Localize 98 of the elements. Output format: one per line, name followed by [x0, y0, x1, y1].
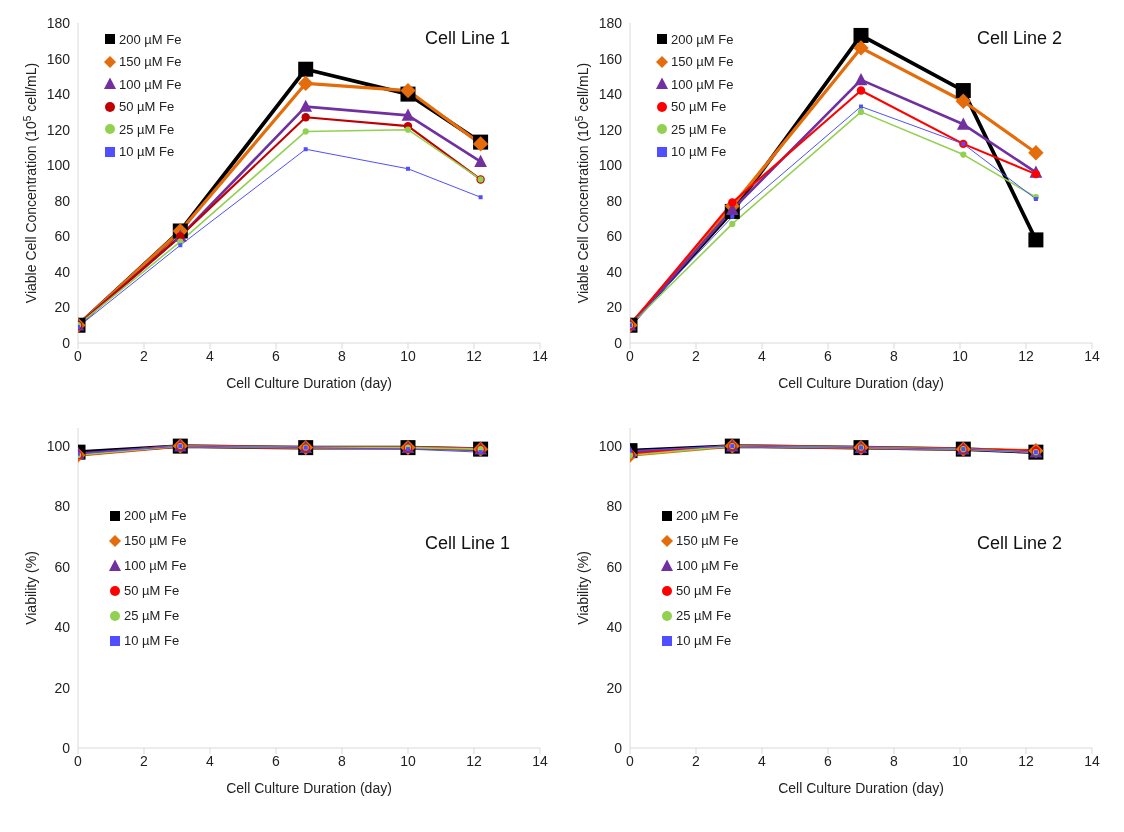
y-axis-title: Viability (%)	[575, 551, 591, 625]
x-tick-label: 8	[338, 347, 347, 364]
legend-label: 100 µM Fe	[671, 76, 734, 92]
legend-label: 100 µM Fe	[676, 558, 739, 573]
legend-label: 200 µM Fe	[676, 508, 739, 523]
x-tick-label: 4	[758, 752, 767, 769]
y-tick-label: 0	[614, 739, 623, 756]
legend-label: 150 µM Fe	[119, 54, 182, 70]
legend-label: 25 µM Fe	[671, 121, 727, 137]
x-tick-label: 12	[1018, 752, 1034, 769]
x-tick-label: 10	[400, 752, 416, 769]
y-tick-label: 100	[46, 157, 71, 174]
legend-label: 200 µM Fe	[671, 31, 734, 47]
y-tick-label: 60	[606, 558, 623, 575]
x-tick-label: 6	[824, 347, 833, 364]
y-tick-label: 140	[46, 86, 71, 103]
y-tick-label: 40	[54, 619, 71, 636]
x-tick-label: 10	[952, 752, 968, 769]
x-tick-label: 6	[272, 347, 281, 364]
y-axis-title: Viability (%)	[23, 551, 39, 625]
legend-label: 200 µM Fe	[124, 508, 187, 523]
x-tick-label: 12	[1018, 347, 1034, 364]
x-tick-label: 0	[74, 347, 83, 364]
y-tick-label: 100	[598, 157, 623, 174]
legend-label: 100 µM Fe	[124, 558, 187, 573]
annotation: Cell Line 2	[976, 533, 1062, 554]
legend-label: 150 µM Fe	[124, 533, 187, 548]
x-axis-title: Cell Culture Duration (day)	[226, 375, 392, 391]
x-tick-label: 4	[206, 752, 215, 769]
x-tick-label: 2	[692, 347, 701, 364]
y-tick-label: 60	[606, 228, 623, 245]
x-tick-label: 0	[626, 752, 635, 769]
y-tick-label: 0	[62, 334, 71, 351]
x-tick-label: 12	[466, 752, 482, 769]
x-tick-label: 10	[952, 347, 968, 364]
y-tick-label: 120	[46, 121, 71, 138]
x-tick-label: 0	[74, 752, 83, 769]
x-tick-label: 8	[890, 752, 899, 769]
legend-label: 25 µM Fe	[676, 608, 732, 623]
y-tick-label: 160	[46, 50, 71, 67]
y-tick-label: 20	[606, 679, 623, 696]
y-tick-label: 80	[54, 192, 71, 209]
y-tick-label: 180	[46, 14, 71, 31]
legend-label: 10 µM Fe	[671, 144, 727, 160]
y-tick-label: 120	[598, 121, 623, 138]
legend-label: 200 µM Fe	[119, 31, 182, 47]
x-tick-label: 4	[758, 347, 767, 364]
x-tick-label: 6	[824, 752, 833, 769]
legend-label: 25 µM Fe	[124, 608, 180, 623]
y-tick-label: 40	[606, 619, 623, 636]
y-tick-label: 40	[54, 263, 71, 280]
y-tick-label: 160	[598, 50, 623, 67]
x-axis-title: Cell Culture Duration (day)	[778, 375, 944, 391]
y-tick-label: 140	[598, 86, 623, 103]
x-tick-label: 14	[532, 347, 548, 364]
x-tick-label: 14	[1084, 347, 1100, 364]
legend-label: 150 µM Fe	[671, 54, 734, 70]
y-tick-label: 80	[54, 498, 71, 515]
legend-label: 50 µM Fe	[119, 99, 175, 115]
annotation: Cell Line 2	[976, 28, 1062, 49]
y-tick-label: 180	[598, 14, 623, 31]
x-tick-label: 8	[338, 752, 347, 769]
x-tick-label: 8	[890, 347, 899, 364]
legend-label: 100 µM Fe	[119, 76, 182, 92]
x-tick-label: 2	[140, 752, 149, 769]
x-tick-label: 2	[140, 347, 149, 364]
y-tick-label: 60	[54, 228, 71, 245]
x-tick-label: 6	[272, 752, 281, 769]
x-tick-label: 12	[466, 347, 482, 364]
y-tick-label: 0	[614, 334, 623, 351]
y-tick-label: 20	[54, 679, 71, 696]
annotation: Cell Line 1	[424, 28, 510, 49]
annotation: Cell Line 1	[424, 533, 510, 554]
y-tick-label: 80	[606, 498, 623, 515]
x-tick-label: 2	[692, 752, 701, 769]
x-tick-label: 0	[626, 347, 635, 364]
x-axis-title: Cell Culture Duration (day)	[778, 780, 944, 796]
legend-label: 50 µM Fe	[676, 583, 732, 598]
y-tick-label: 40	[606, 263, 623, 280]
y-tick-label: 60	[54, 558, 71, 575]
x-tick-label: 10	[400, 347, 416, 364]
y-tick-label: 80	[606, 192, 623, 209]
legend-label: 50 µM Fe	[671, 99, 727, 115]
legend-label: 25 µM Fe	[119, 121, 175, 137]
legend-label: 150 µM Fe	[676, 533, 739, 548]
x-tick-label: 14	[532, 752, 548, 769]
y-tick-label: 0	[62, 739, 71, 756]
x-tick-label: 4	[206, 347, 215, 364]
legend-label: 10 µM Fe	[676, 633, 732, 648]
x-tick-label: 14	[1084, 752, 1100, 769]
legend-label: 10 µM Fe	[119, 144, 175, 160]
y-tick-label: 20	[606, 299, 623, 316]
x-axis-title: Cell Culture Duration (day)	[226, 780, 392, 796]
y-tick-label: 100	[46, 438, 71, 455]
y-tick-label: 100	[598, 438, 623, 455]
legend-label: 10 µM Fe	[124, 633, 180, 648]
y-tick-label: 20	[54, 299, 71, 316]
legend-label: 50 µM Fe	[124, 583, 180, 598]
